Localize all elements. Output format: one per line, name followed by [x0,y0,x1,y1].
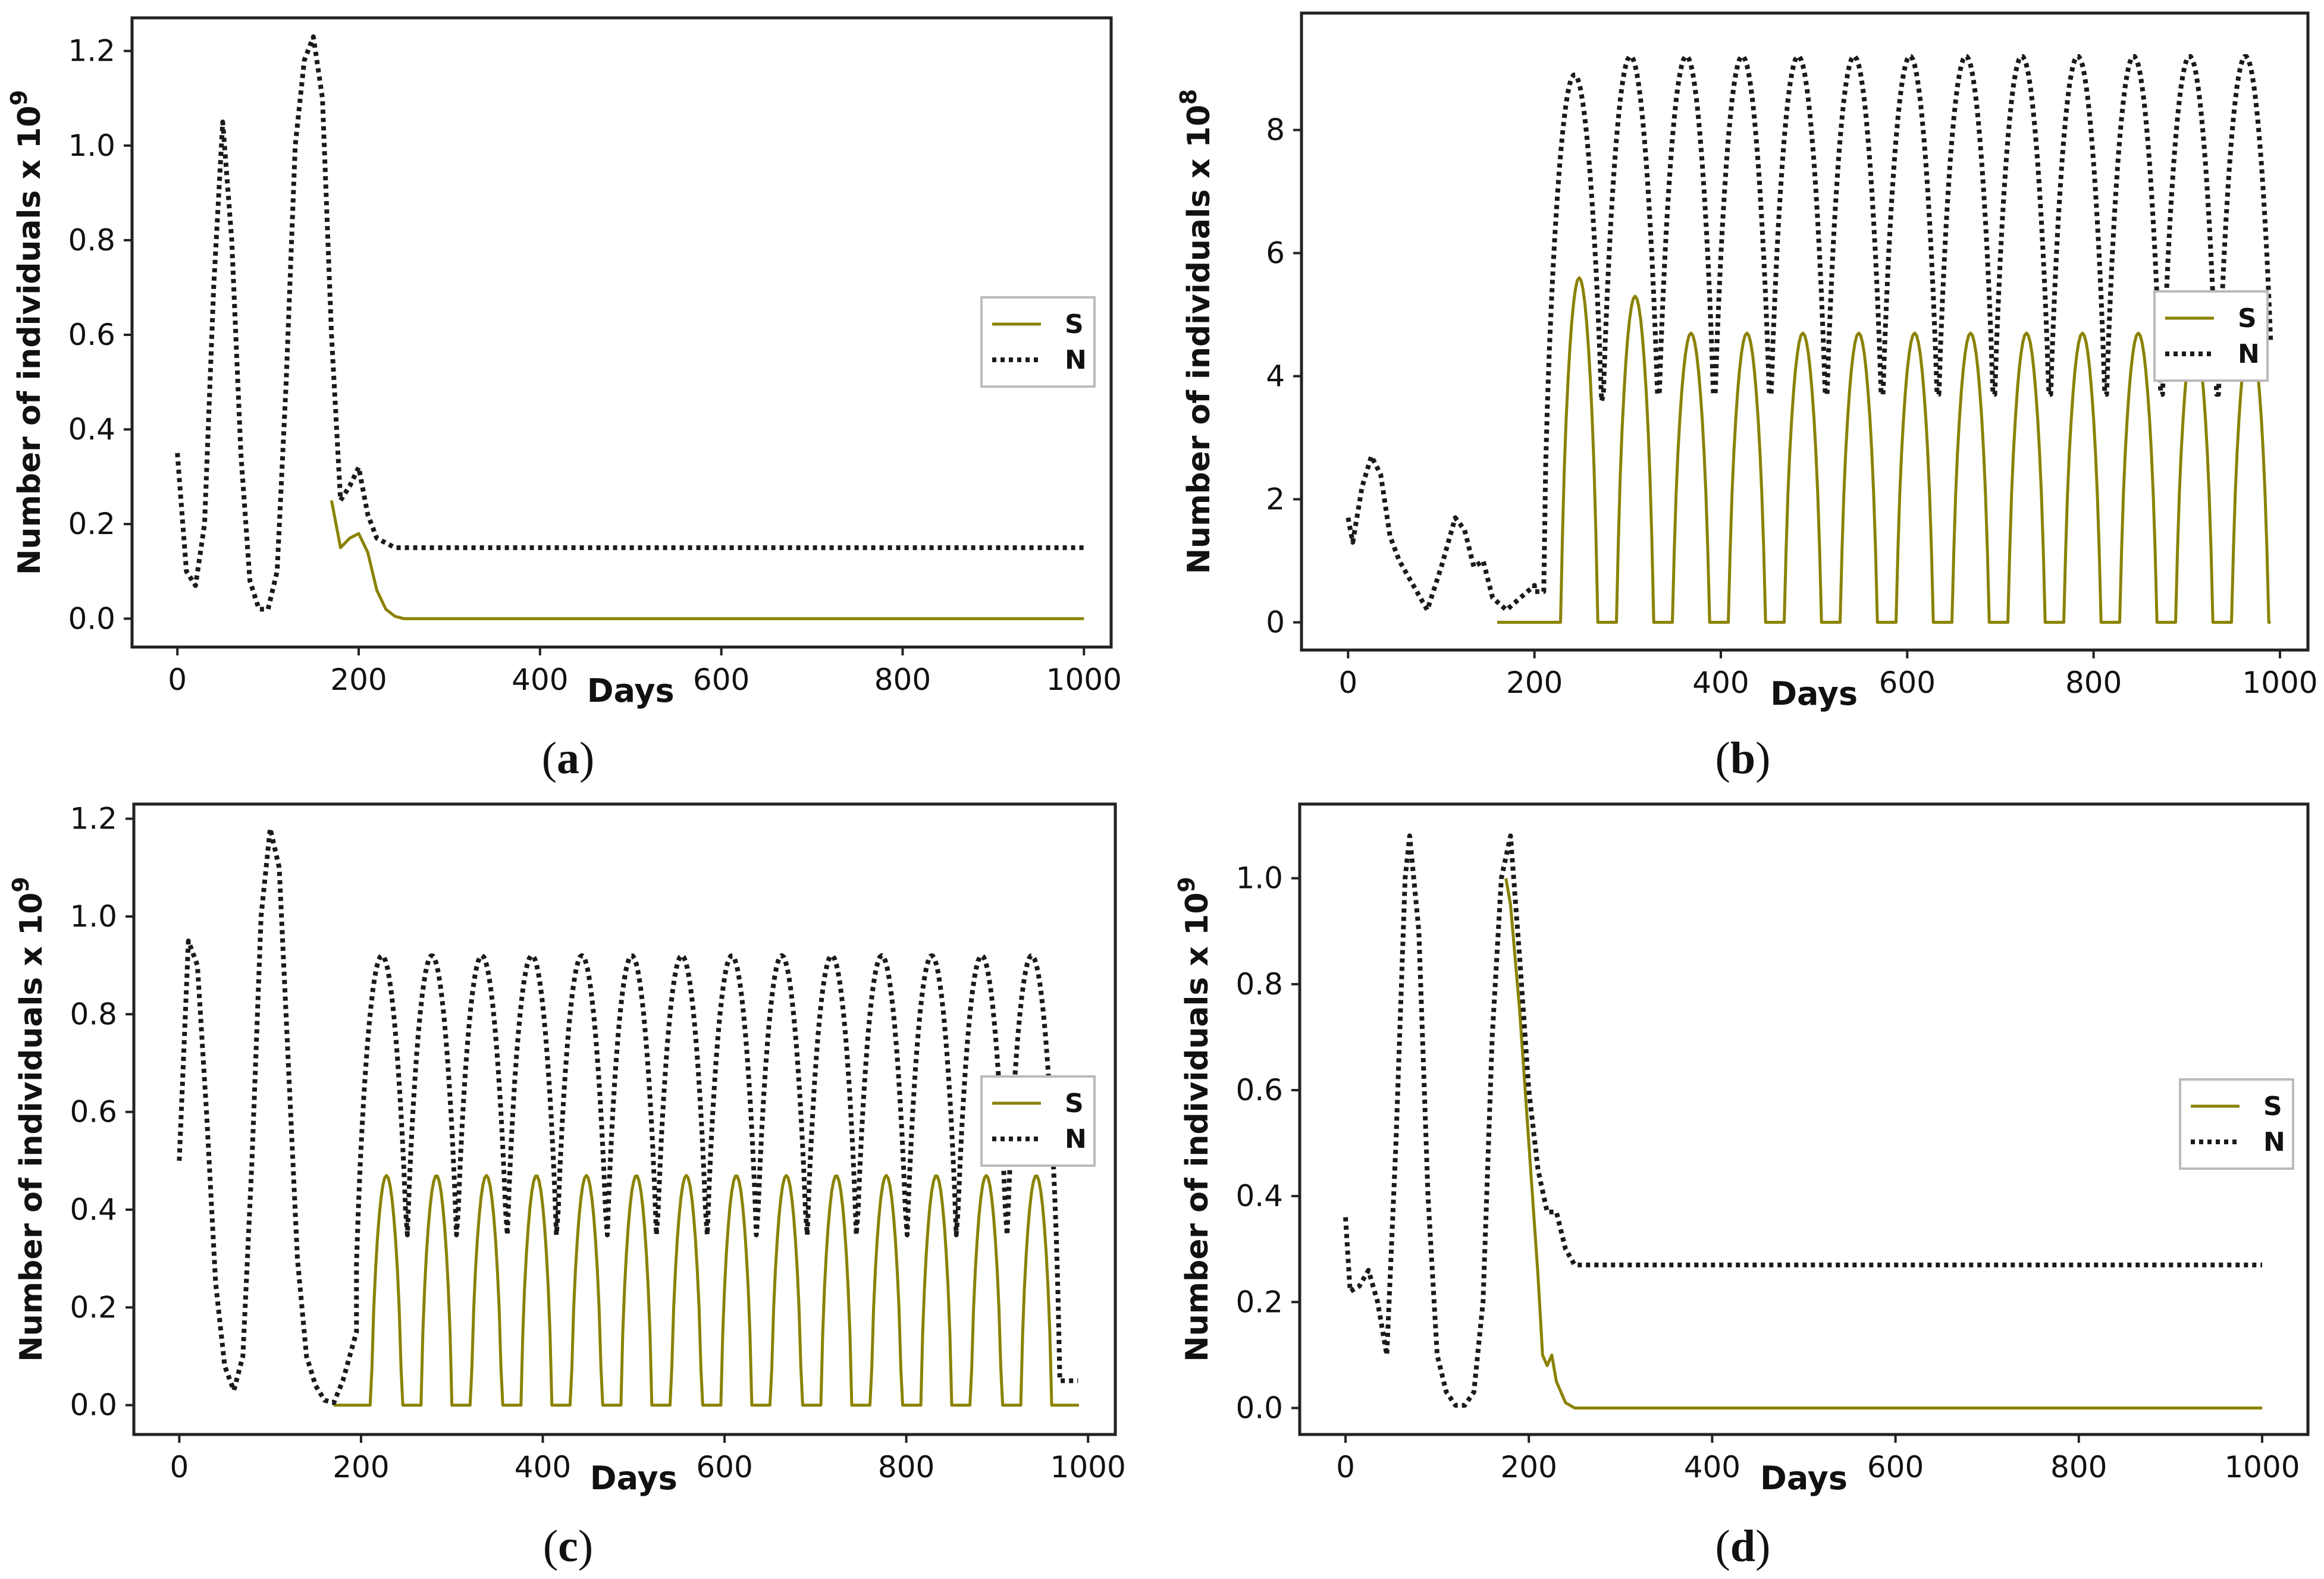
x-tick-label: 400 [1684,1450,1740,1484]
y-tick-label: 4 [1266,359,1285,394]
legend: SN [980,296,1096,388]
legend: SN [2153,290,2269,382]
y-tick-label: 0.6 [70,1095,117,1129]
y-tick-label: 1.2 [68,34,115,68]
plot-frame [1298,802,2310,1436]
y-axis-label: Number of individuals x 108 [1175,89,1217,575]
x-tick-label: 600 [693,663,749,697]
x-tick-label: 200 [333,1450,389,1484]
y-tick-label: 8 [1266,113,1285,147]
legend-box [980,1075,1096,1167]
chart-panel-a: 0 200 400 600 800 1000 0.0 0.2 0.4 0.6 0.8 1.0 1.2 Da… [6,16,1122,710]
x-axis-label: Days [587,672,675,710]
series-line-S [1504,878,2262,1410]
caption-d: (d) [1715,1521,1771,1571]
x-tick-label: 0 [170,1450,189,1484]
x-tick-label: 200 [1506,665,1563,700]
series-line-S [330,500,1084,620]
y-axis-label: Number of individuals x 109 [6,90,48,575]
x-tick-label: 400 [512,663,568,697]
caption-b: (b) [1715,733,1771,783]
y-tick-label: 2 [1266,482,1285,516]
legend-box [2179,1078,2294,1170]
legend-label-S: S [1065,309,1084,340]
caption-c: (c) [543,1521,593,1571]
x-axis-label: Days [590,1459,678,1497]
x-tick-label: 400 [1692,665,1749,700]
x-tick-label: 600 [1879,665,1936,700]
legend-box [980,296,1096,388]
legend-label-N: N [2263,1127,2285,1157]
plot-frame [130,16,1113,649]
series-line-N [1346,54,2273,613]
y-axis-label: Number of individuals x 109 [8,877,49,1362]
legend: SN [2179,1078,2294,1170]
y-tick-label: 0.8 [1235,967,1283,1002]
y-tick-label: 1.2 [70,802,117,836]
legend-label-S: S [2263,1091,2282,1122]
series-line-S [1497,276,2271,624]
y-tick-label: 0.0 [70,1388,117,1423]
legend-box [2153,290,2269,382]
x-tick-label: 1000 [1046,663,1122,697]
y-tick-label: 0.2 [1235,1285,1283,1319]
series-line-N [175,34,1084,612]
x-tick-label: 600 [1867,1450,1924,1484]
y-tick-label: 0.4 [68,412,115,447]
x-tick-label: 200 [1501,1450,1557,1484]
legend-label-N: N [1065,1124,1087,1154]
y-tick-label: 0.0 [68,601,115,636]
y-tick-label: 1.0 [70,899,117,934]
x-axis-label: Days [1760,1459,1848,1497]
legend-label-N: N [1065,345,1087,375]
series-line-S [334,1174,1079,1407]
x-tick-label: 400 [515,1450,571,1484]
y-tick-label: 1.0 [1235,861,1283,896]
y-tick-label: 0.6 [1235,1073,1283,1107]
y-tick-label: 0.8 [70,997,117,1031]
y-tick-label: 6 [1266,236,1285,271]
x-tick-label: 200 [330,663,387,697]
legend-label-S: S [2238,303,2257,334]
y-tick-label: 0.2 [70,1290,117,1324]
x-tick-label: 800 [2065,665,2122,700]
x-axis-label: Days [1770,675,1858,712]
y-tick-label: 0.4 [1235,1179,1283,1213]
y-tick-label: 0.6 [68,318,115,352]
x-tick-label: 0 [1338,665,1357,700]
y-tick-label: 0 [1266,605,1285,639]
x-tick-label: 800 [878,1450,934,1484]
series-line-N [177,826,1079,1405]
y-tick-label: 1.0 [68,128,115,163]
x-tick-label: 0 [1336,1450,1355,1484]
x-tick-label: 1000 [2242,665,2317,700]
y-tick-label: 0.8 [68,223,115,258]
caption-a: (a) [542,733,595,783]
x-tick-label: 600 [696,1450,752,1484]
chart-panel-c: 0 200 400 600 800 1000 0.0 0.2 0.4 0.6 0.8 1.0 1.2 Da… [8,802,1126,1497]
plot-frame [132,802,1117,1436]
x-tick-label: 800 [874,663,931,697]
legend-label-S: S [1065,1088,1084,1119]
legend: SN [980,1075,1096,1167]
y-tick-label: 0.4 [70,1192,117,1227]
y-axis-label: Number of individuals x 109 [1174,877,1215,1362]
x-tick-label: 800 [2050,1450,2107,1484]
x-tick-label: 0 [168,663,187,697]
x-tick-label: 1000 [2224,1450,2300,1484]
chart-panel-b: 0 200 400 600 800 1000 0 2 4 6 8 Days Number of indi… [1175,11,2318,712]
legend-label-N: N [2238,339,2260,369]
x-tick-label: 1000 [1050,1450,1126,1484]
y-tick-label: 0.2 [68,507,115,541]
chart-panel-d: 0 200 400 600 800 1000 0.0 0.2 0.4 0.6 0.8 1.0 Days N… [1174,802,2310,1497]
plot-frame [1300,11,2310,652]
series-line-N [1343,833,2262,1408]
y-tick-label: 0.0 [1235,1390,1283,1425]
